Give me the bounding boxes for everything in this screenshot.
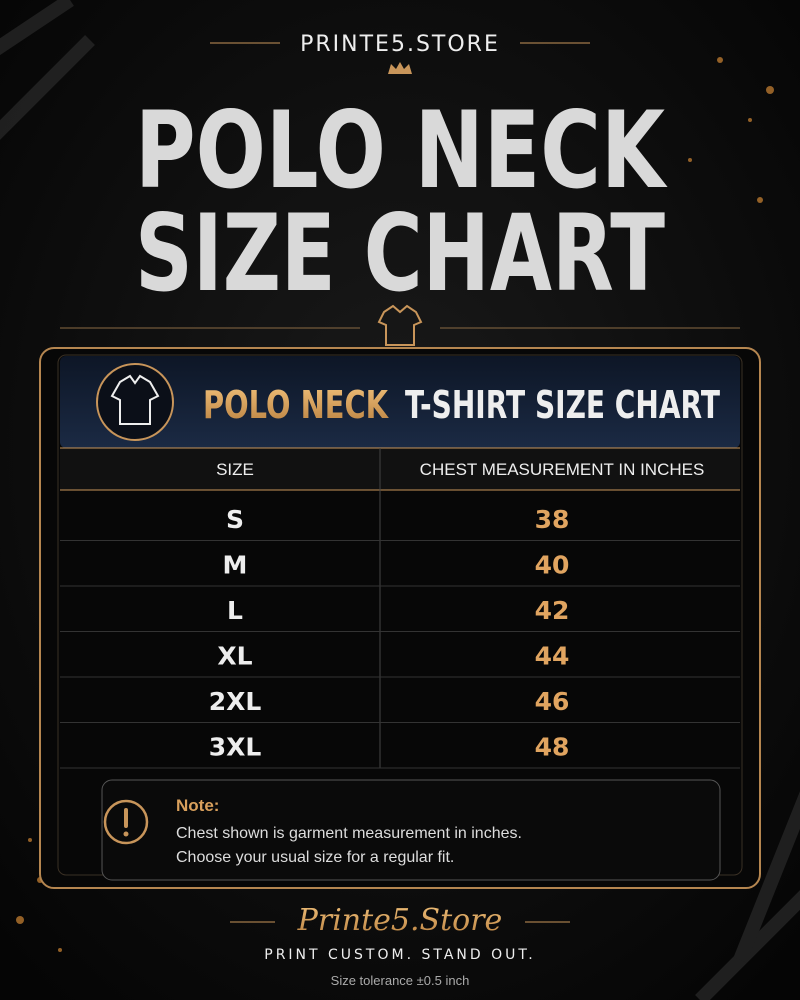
chest-cell: 46 bbox=[535, 687, 570, 716]
shirt-icon bbox=[377, 304, 423, 346]
brand: PRINTE5.STORE bbox=[300, 32, 500, 57]
card-header bbox=[60, 356, 740, 448]
card-heading: T-SHIRT SIZE CHART bbox=[405, 383, 720, 427]
tolerance: Size tolerance ±0.5 inch bbox=[331, 973, 470, 988]
table-body: S 38 M 40 L 42 XL 44 2XL 46 3XL 48 bbox=[60, 505, 740, 769]
card-heading-accent: POLO NECK bbox=[203, 383, 389, 427]
crown-icon bbox=[388, 62, 412, 74]
chest-cell: 38 bbox=[535, 505, 570, 534]
note-text: Chest shown is garment measurement in in… bbox=[176, 825, 522, 842]
shirt-badge bbox=[96, 363, 174, 441]
column-header: SIZE bbox=[216, 460, 254, 479]
chest-cell: 48 bbox=[535, 732, 570, 761]
size-cell: L bbox=[227, 596, 243, 625]
footer-logo: Printe5.Store bbox=[297, 903, 503, 938]
table-header bbox=[60, 448, 740, 490]
title: POLO NECK bbox=[135, 89, 668, 212]
chest-cell: 42 bbox=[535, 596, 570, 625]
size-cell: M bbox=[223, 550, 248, 579]
size-cell: XL bbox=[217, 641, 252, 670]
tagline: PRINT CUSTOM. STAND OUT. bbox=[264, 947, 535, 963]
chest-cell: 40 bbox=[535, 550, 570, 579]
column-header: CHEST MEASUREMENT IN INCHES bbox=[420, 460, 705, 479]
splatter bbox=[16, 57, 774, 952]
note-text: Choose your usual size for a regular fit… bbox=[176, 849, 454, 866]
size-cell: 2XL bbox=[209, 687, 262, 716]
shirt-icon bbox=[110, 374, 160, 425]
chest-cell: 44 bbox=[535, 641, 570, 670]
size-cell: S bbox=[226, 505, 244, 534]
note-label: Note: bbox=[176, 796, 219, 815]
note-box bbox=[101, 779, 721, 881]
note-icon bbox=[123, 831, 129, 837]
title: SIZE CHART bbox=[135, 192, 665, 315]
note-icon bbox=[103, 799, 149, 845]
size-cell: 3XL bbox=[209, 732, 262, 761]
